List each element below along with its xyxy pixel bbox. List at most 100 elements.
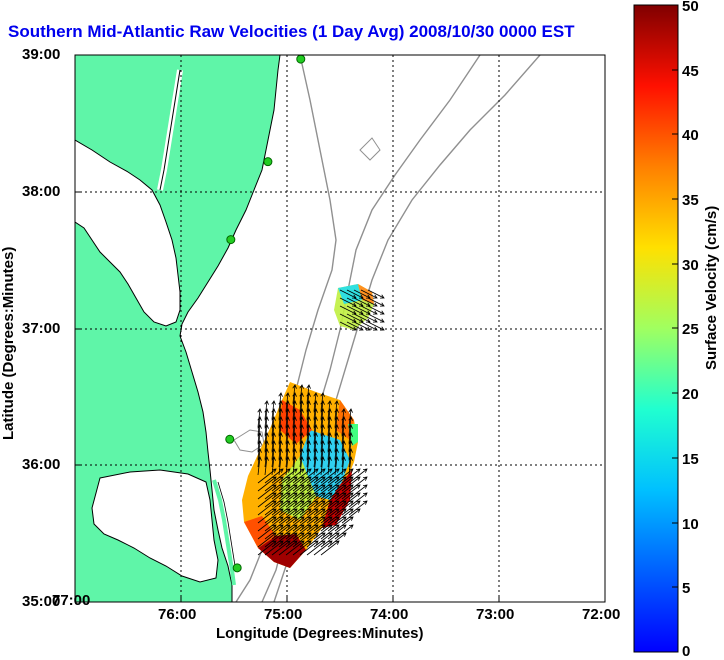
velocity-arrow <box>327 500 347 516</box>
velocity-arrow <box>285 500 305 516</box>
velocity-arrow <box>353 313 371 323</box>
velocity-arrow <box>313 532 333 548</box>
velocity-arrow <box>306 456 311 476</box>
velocity-arrow <box>278 532 298 548</box>
velocity-arrow <box>327 508 347 524</box>
velocity-arrow <box>271 468 291 484</box>
velocity-arrow <box>292 484 312 500</box>
velocity-arrow <box>299 476 319 492</box>
velocity-arrow <box>306 524 326 540</box>
x-tick-label: 72:00 <box>582 606 621 623</box>
colorbar-tick-label: 45 <box>682 63 699 80</box>
velocity-arrow <box>285 516 305 532</box>
y-tick-label: 39:00 <box>22 46 61 63</box>
x-axis-label: Longitude (Degrees:Minutes) <box>216 625 424 642</box>
velocity-arrow <box>292 468 312 484</box>
velocity-arrow <box>348 484 368 500</box>
velocity-arrow <box>367 321 385 331</box>
velocity-arrow <box>367 297 385 307</box>
velocity-arrow <box>306 476 326 492</box>
velocity-arrow <box>299 492 319 508</box>
velocity-arrow <box>257 524 277 540</box>
velocity-arrow <box>313 540 333 556</box>
velocity-arrow <box>360 321 378 331</box>
velocity-arrow <box>264 484 284 500</box>
velocity-arrow <box>320 456 325 476</box>
velocity-arrow <box>264 500 284 516</box>
velocity-arrow <box>278 508 298 524</box>
velocity-arrow <box>320 476 340 492</box>
velocity-arrow <box>257 492 277 508</box>
hf-radar-stations <box>225 55 306 573</box>
tick-marks <box>74 54 606 603</box>
velocity-arrow <box>306 540 326 556</box>
velocity-arrow <box>327 516 347 532</box>
velocity-arrow <box>299 540 319 556</box>
velocity-arrow <box>341 476 361 492</box>
velocity-arrow <box>313 468 333 484</box>
velocity-arrow <box>278 468 298 484</box>
velocity-arrow <box>313 456 318 476</box>
y-axis-label: Latitude (Degrees:Minutes) <box>0 246 17 440</box>
colorbar-tick-label: 25 <box>682 321 699 338</box>
velocity-arrow <box>264 516 284 532</box>
velocity-arrow <box>348 456 353 476</box>
velocity-arrow <box>285 540 305 556</box>
velocity-arrow <box>327 532 347 548</box>
velocity-arrow <box>327 468 347 484</box>
velocity-arrow <box>346 297 364 307</box>
velocity-arrow <box>320 516 340 532</box>
velocity-arrow <box>264 524 284 540</box>
velocity-arrow <box>360 289 378 299</box>
velocity-arrow <box>306 468 326 484</box>
station-marker <box>296 55 306 64</box>
velocity-arrow <box>278 484 298 500</box>
velocity-arrow <box>334 524 354 540</box>
velocity-arrow <box>341 484 361 500</box>
velocity-arrow <box>285 492 305 508</box>
velocity-arrow <box>264 456 269 476</box>
y-tick-label: 36:00 <box>22 456 61 473</box>
velocity-arrow <box>285 476 305 492</box>
station-marker <box>225 434 235 444</box>
velocity-arrow <box>264 540 284 556</box>
velocity-arrow <box>278 524 298 540</box>
velocity-arrow <box>278 500 298 516</box>
velocity-arrow <box>339 305 357 315</box>
x-tick-label: 77:00 <box>52 592 91 609</box>
velocity-arrow <box>320 484 340 500</box>
velocity-arrow <box>271 492 291 508</box>
velocity-arrow <box>285 508 305 524</box>
velocity-arrow <box>285 456 290 476</box>
velocity-arrow <box>299 468 319 484</box>
velocity-arrow <box>292 516 312 532</box>
velocity-arrow <box>271 476 291 492</box>
velocity-arrow <box>334 516 354 532</box>
velocity-arrow <box>348 492 368 508</box>
velocity-arrow <box>299 532 319 548</box>
colorbar-ticks <box>672 4 678 653</box>
velocity-arrow <box>271 540 291 556</box>
velocity-arrow <box>271 508 291 524</box>
velocity-arrow <box>292 492 312 508</box>
velocity-arrow <box>334 484 354 500</box>
velocity-arrow <box>313 492 333 508</box>
velocity-arrow <box>320 540 340 556</box>
velocity-arrow <box>306 516 326 532</box>
velocity-arrow <box>341 500 361 516</box>
velocity-arrow <box>285 524 305 540</box>
velocity-arrow <box>306 492 326 508</box>
station-marker <box>232 563 242 573</box>
velocity-arrow <box>341 456 346 476</box>
velocity-arrow <box>271 456 276 476</box>
velocity-arrow <box>353 305 371 315</box>
velocity-arrow <box>334 456 339 476</box>
velocity-arrow <box>257 456 262 476</box>
velocity-arrow <box>264 468 284 484</box>
velocity-arrow <box>257 476 277 492</box>
x-tick-label: 76:00 <box>158 606 197 623</box>
colorbar-tick-label: 15 <box>682 451 699 468</box>
velocity-arrow <box>306 484 326 500</box>
velocity-arrow <box>292 476 312 492</box>
velocity-arrow <box>320 524 340 540</box>
